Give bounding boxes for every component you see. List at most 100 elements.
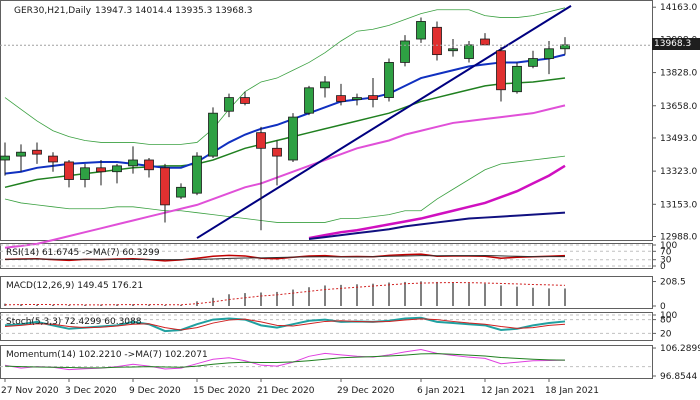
price-tick-label: 13323.0 [660,167,697,177]
momentum-panel[interactable]: 106.2899 96.8544 [0,344,700,382]
candle[interactable] [64,160,74,188]
candle-body [384,62,394,98]
time-axis: 27 Nov 2020 3 Dec 2020 9 Dec 2020 15 Dec 20… [1,378,599,396]
candle-body [64,161,74,180]
candle-body [32,149,42,155]
candle[interactable] [512,62,522,94]
candle[interactable] [32,142,42,164]
candle-body [352,97,362,100]
trendline-group [196,5,572,239]
last-price-badge: 13968.3 [652,38,700,50]
ohlc-label: 13947.3 14014.4 13935.3 13968.3 [95,6,252,16]
candle-body [320,81,330,89]
candle[interactable] [128,146,138,174]
candle-body [16,151,26,157]
candle[interactable] [496,46,506,102]
rsi-ma-line [4,254,566,261]
bb-upper-line [4,7,566,145]
price-tick-label: 14163.0 [660,3,697,13]
candle[interactable] [384,58,394,102]
candle[interactable] [336,83,346,106]
candle-body [240,97,250,104]
candle-body [416,21,426,40]
stoch-d-line [4,318,566,331]
candle-body [528,58,538,67]
panel-frame-rsi [0,243,653,269]
candle-body [448,48,458,52]
time-tick-label: 6 Jan 2021 [417,386,465,396]
candle[interactable] [256,126,266,231]
candle[interactable] [544,40,554,75]
candle[interactable] [112,163,122,184]
candle[interactable] [208,107,218,159]
macd-signal-line [4,282,566,306]
candle-body [336,95,346,102]
candle-body [368,95,378,100]
time-tick-label: 18 Jan 2021 [545,386,599,396]
ma-long-line [308,164,566,240]
time-tick-label: 12 Jan 2021 [481,386,535,396]
candle-body [48,155,58,163]
macd-tick-label: 0 [660,302,666,312]
candle-body [176,186,186,198]
candle[interactable] [192,152,202,196]
price-tick-label: 13828.0 [660,69,697,79]
stoch-tick-label: 20 [660,329,672,339]
candle[interactable] [448,39,458,57]
candle[interactable] [16,144,26,172]
candle[interactable] [320,76,330,98]
symbol-label: GER30,H21,Daily [14,6,92,16]
candle[interactable] [432,21,442,61]
candle-body [160,167,170,206]
panel-frame-stoch [0,312,653,341]
bb-lower-line [4,155,566,223]
candle-body [112,165,122,173]
candle[interactable] [96,160,106,186]
candle[interactable] [272,140,282,186]
price-tick-label: 13153.0 [660,200,697,210]
time-tick-label: 3 Dec 2020 [65,386,117,396]
candle[interactable] [416,17,426,43]
momentum-label: Momentum(14) 102.2210 ->MA(7) 102.2071 [6,350,208,360]
candle-body [80,167,90,180]
rsi-label: RSI(14) 61.6745 ->MA(7) 60.3299 [6,248,160,258]
rsi-tick-label: 0 [660,262,666,272]
bollinger-bands [4,7,566,223]
candle-body [512,65,522,93]
candle-body [432,26,442,56]
candle[interactable] [0,142,10,176]
price-tick-label: 13658.0 [660,102,697,112]
candle-body [480,38,490,46]
panel-frame-mom [0,345,653,379]
price-tick-label: 12988.0 [660,232,697,242]
candle[interactable] [240,91,250,106]
candle[interactable] [80,163,90,188]
macd-panel[interactable]: 208.50 [4,278,686,312]
candlesticks[interactable] [0,17,570,231]
candle[interactable] [176,183,186,200]
candle[interactable] [352,93,362,106]
ma-slow-line [4,104,566,249]
candle[interactable] [304,85,314,116]
candle[interactable] [48,152,58,172]
time-tick-label: 15 Dec 2020 [193,386,251,396]
candle[interactable] [288,113,298,162]
candle[interactable] [160,163,170,223]
candle[interactable] [144,158,154,178]
time-tick-label: 9 Dec 2020 [129,386,181,396]
panel-frames [0,0,653,379]
candle-body [256,132,266,149]
candle[interactable] [368,78,378,108]
candle[interactable] [224,93,234,118]
candle-body [464,44,474,59]
candle-body [224,97,234,112]
candle-body [192,155,202,194]
rsi-tick-label: 100 [660,241,677,251]
candle[interactable] [400,35,410,67]
ma-xlong-line [308,211,566,241]
candle[interactable] [528,50,538,69]
main-price-panel[interactable] [0,5,652,249]
